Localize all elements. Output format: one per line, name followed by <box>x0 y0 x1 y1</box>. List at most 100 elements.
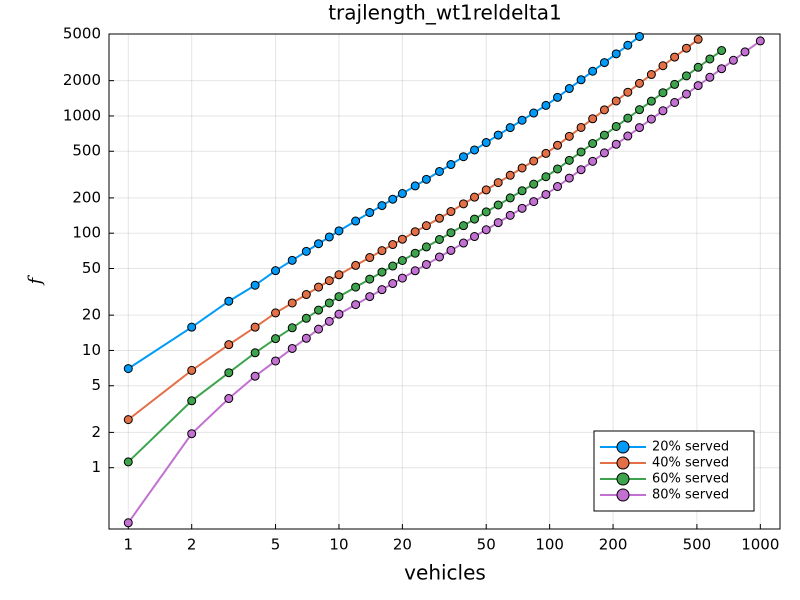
data-point <box>611 139 621 149</box>
series-line <box>127 38 699 421</box>
data-point <box>728 55 738 65</box>
data-point <box>717 64 727 74</box>
data-point <box>553 164 563 174</box>
data-point <box>123 518 133 528</box>
data-point <box>187 322 197 332</box>
data-point <box>705 54 715 64</box>
data-point <box>301 246 311 256</box>
data-point <box>421 174 431 184</box>
data-point <box>646 114 656 124</box>
data-point <box>481 225 491 235</box>
data-point <box>517 115 527 125</box>
data-point <box>470 232 480 242</box>
data-point <box>224 394 234 404</box>
y-tick-label: 100 <box>72 224 101 242</box>
data-point <box>458 221 468 231</box>
data-point <box>421 259 431 269</box>
data-point <box>717 46 727 56</box>
data-point <box>564 131 574 141</box>
data-point <box>529 108 539 118</box>
data-point <box>334 292 344 302</box>
data-point <box>470 145 480 155</box>
data-point <box>576 75 586 85</box>
data-point <box>493 178 503 188</box>
data-point <box>446 207 456 217</box>
data-point <box>541 172 551 182</box>
data-point <box>658 88 668 98</box>
data-point <box>271 266 281 276</box>
data-point <box>681 89 691 99</box>
data-point <box>541 148 551 158</box>
data-point <box>351 260 361 270</box>
data-point <box>397 273 407 283</box>
data-point <box>529 156 539 166</box>
data-point <box>410 248 420 258</box>
data-point <box>599 130 609 140</box>
legend-label: 80% served <box>652 488 729 503</box>
legend-marker <box>616 472 630 486</box>
data-point <box>541 189 551 199</box>
data-point <box>599 148 609 158</box>
x-tick-label: 20 <box>393 536 412 554</box>
y-tick-label: 20 <box>82 306 101 324</box>
y-tick-label: 2 <box>91 423 101 441</box>
data-point <box>421 242 431 252</box>
data-point <box>564 155 574 165</box>
data-point <box>693 34 703 44</box>
data-point <box>397 255 407 265</box>
data-point <box>365 274 375 284</box>
data-point <box>187 365 197 375</box>
data-point <box>599 58 609 68</box>
y-tick-label: 200 <box>72 188 101 206</box>
data-point <box>123 457 133 467</box>
data-point <box>314 324 324 334</box>
data-point <box>599 105 609 115</box>
data-point <box>187 429 197 439</box>
y-tick-label: 50 <box>82 259 101 277</box>
data-point <box>517 203 527 213</box>
data-point <box>481 185 491 195</box>
data-point <box>529 197 539 207</box>
data-point <box>287 343 297 353</box>
data-point <box>588 156 598 166</box>
data-point <box>493 218 503 228</box>
data-point <box>224 296 234 306</box>
data-point <box>541 100 551 110</box>
data-point <box>421 221 431 231</box>
data-point <box>623 113 633 123</box>
data-point <box>553 182 563 192</box>
data-point <box>517 163 527 173</box>
data-point <box>334 226 344 236</box>
data-point <box>681 43 691 53</box>
data-point <box>658 61 668 71</box>
data-point <box>377 285 387 295</box>
data-point <box>123 364 133 374</box>
data-point <box>434 252 444 262</box>
data-point <box>351 216 361 226</box>
data-point <box>458 238 468 248</box>
data-point <box>314 282 324 292</box>
data-point <box>334 270 344 280</box>
data-point <box>670 52 680 62</box>
x-tick-label: 100 <box>535 536 564 554</box>
data-point <box>410 266 420 276</box>
data-point <box>693 62 703 72</box>
data-point <box>755 36 765 46</box>
data-point <box>529 179 539 189</box>
data-point <box>646 96 656 106</box>
data-point <box>324 232 334 242</box>
data-point <box>287 255 297 265</box>
data-point <box>301 313 311 323</box>
data-point <box>287 323 297 333</box>
data-point <box>740 47 750 57</box>
data-point <box>634 123 644 133</box>
y-tick-label: 500 <box>72 142 101 160</box>
data-point <box>505 170 515 180</box>
x-tick-label: 2 <box>187 536 197 554</box>
data-point <box>576 147 586 157</box>
data-point <box>377 267 387 277</box>
legend-marker <box>616 440 630 454</box>
data-point <box>324 298 334 308</box>
data-point <box>705 72 715 82</box>
